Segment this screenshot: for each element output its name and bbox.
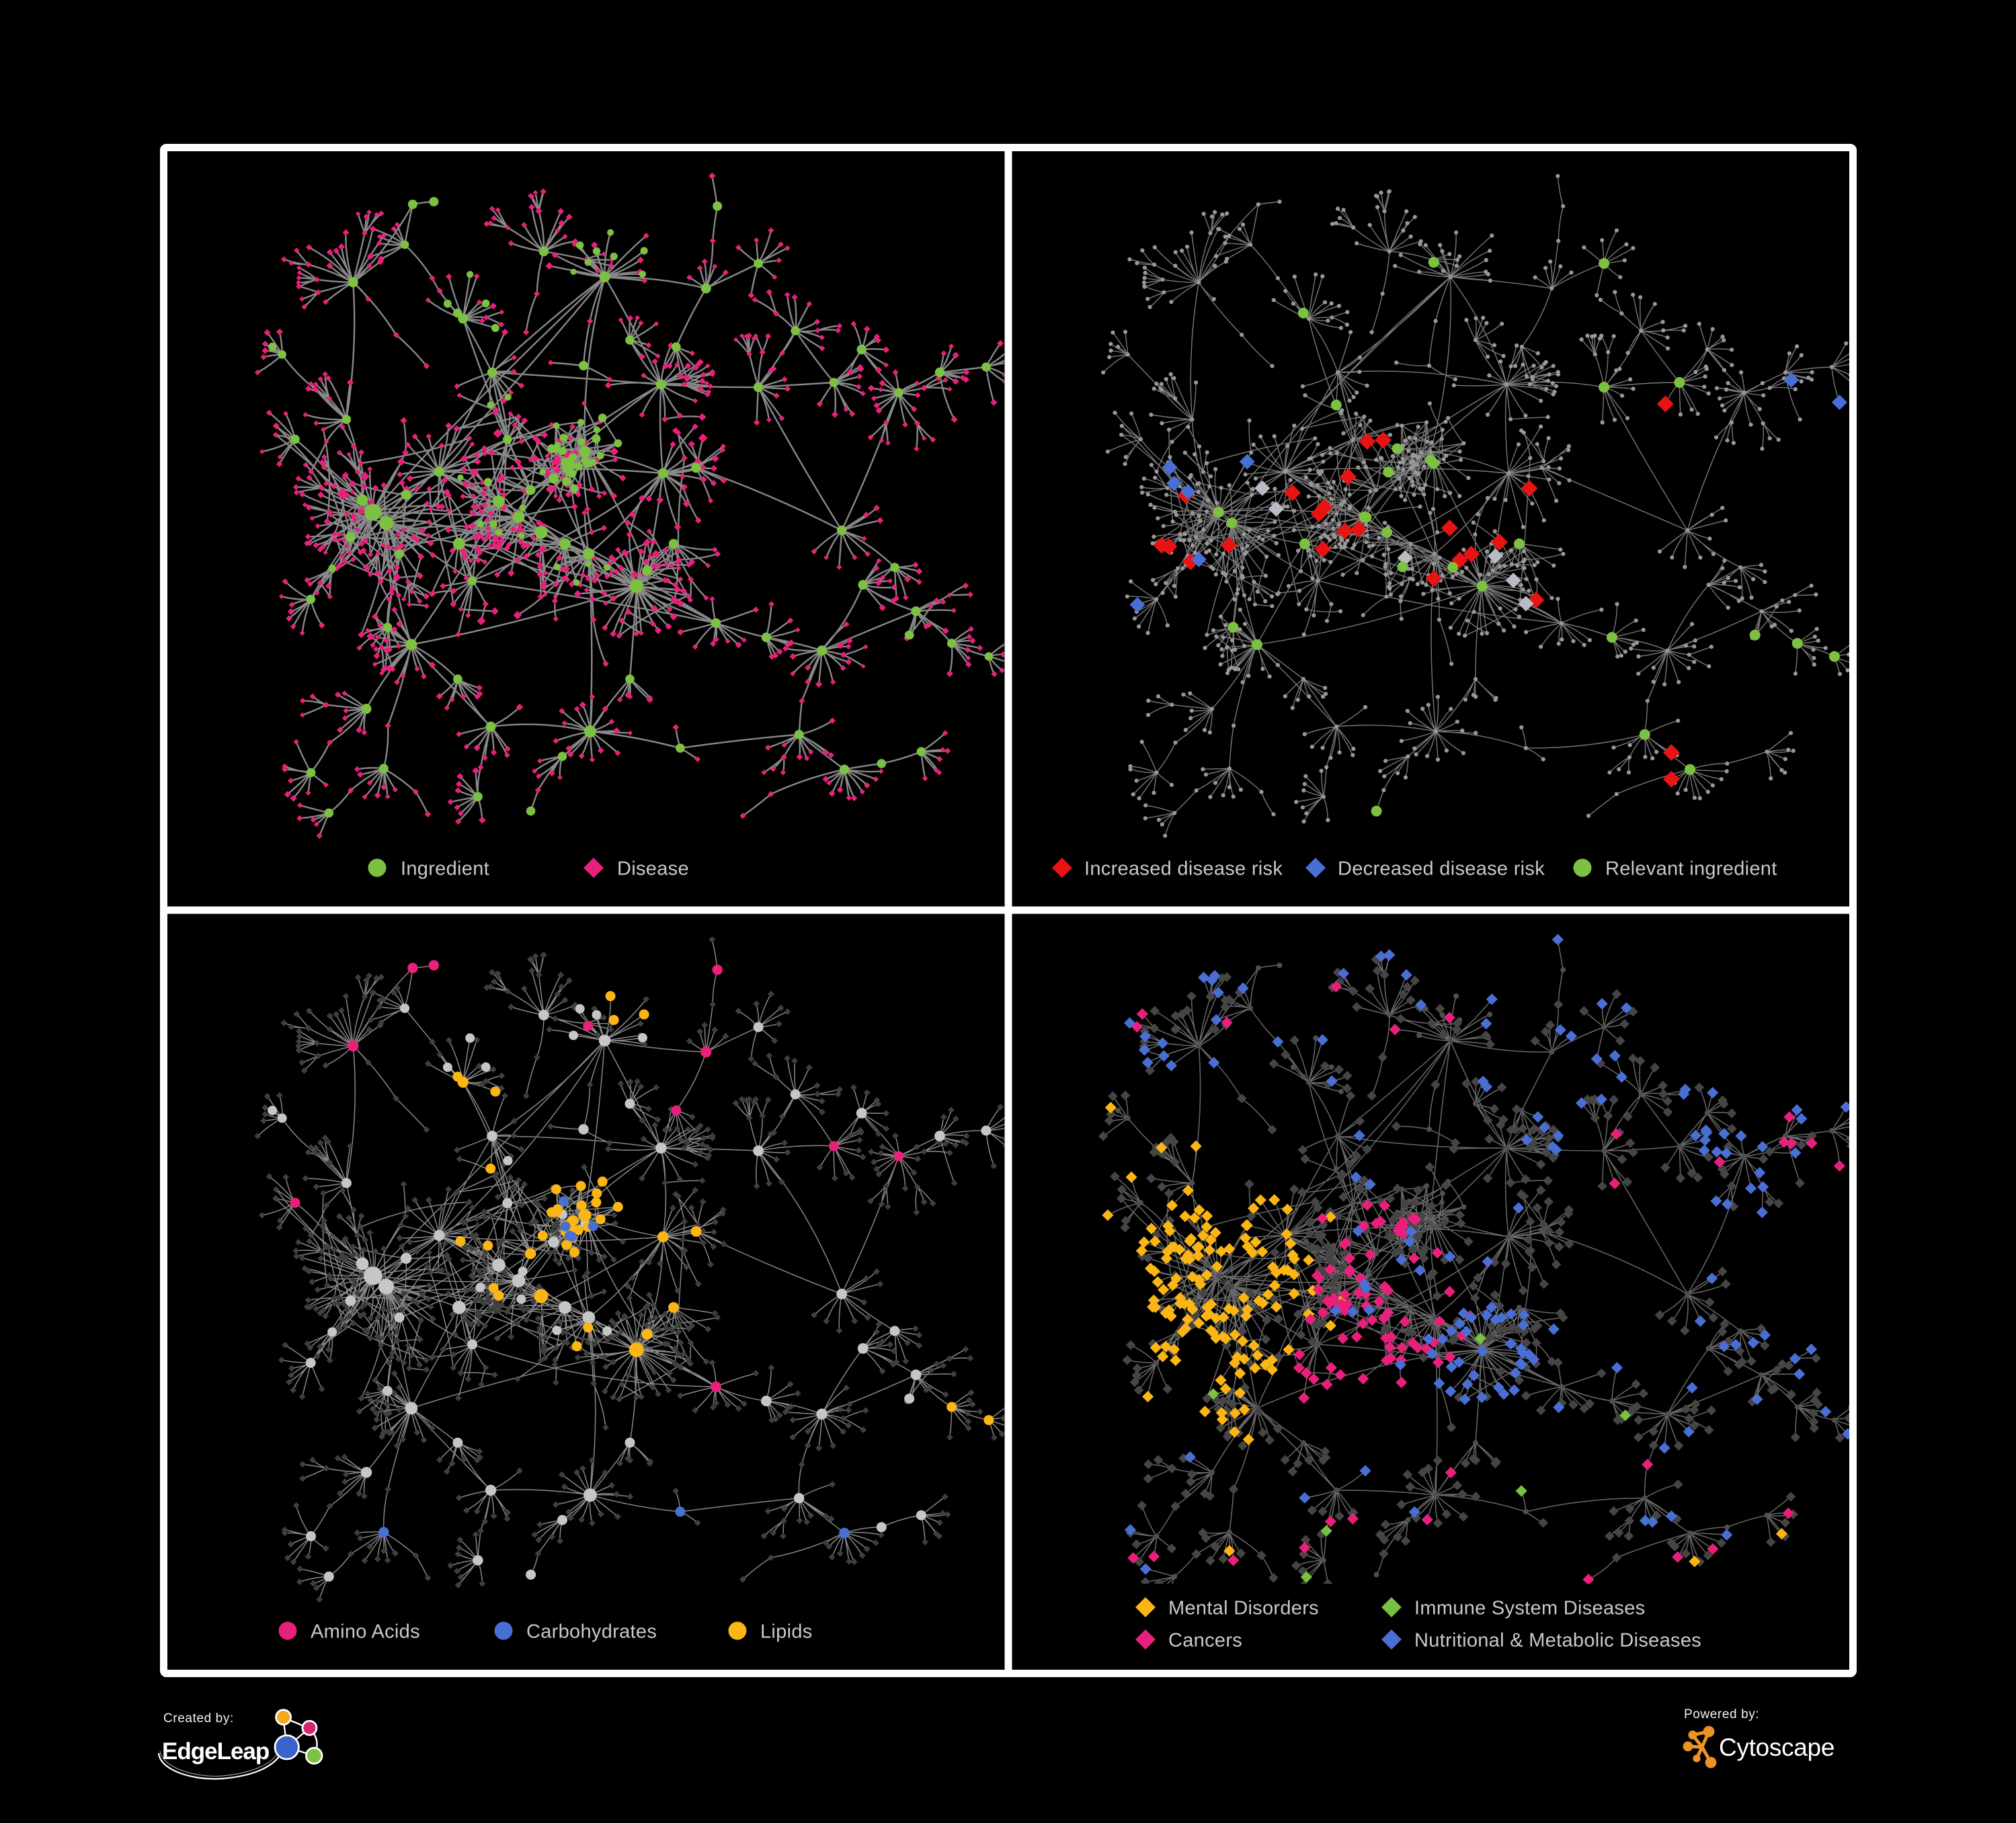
svg-text:Decreased disease risk: Decreased disease risk — [1338, 858, 1545, 879]
svg-text:Cancers: Cancers — [1168, 1629, 1242, 1651]
svg-text:Relevant ingredient: Relevant ingredient — [1605, 858, 1777, 879]
svg-text:Created by:: Created by: — [163, 1711, 234, 1726]
svg-text:Increased disease risk: Increased disease risk — [1084, 858, 1283, 879]
svg-text:Powered by:: Powered by: — [1684, 1707, 1759, 1721]
svg-text:Amino Acids: Amino Acids — [311, 1621, 420, 1642]
svg-text:Carbohydrates: Carbohydrates — [526, 1621, 657, 1642]
svg-text:Ingredient: Ingredient — [401, 858, 489, 879]
svg-text:Nutritional & Metabolic Diseas: Nutritional & Metabolic Diseases — [1414, 1629, 1701, 1651]
svg-text:Lipids: Lipids — [760, 1621, 813, 1642]
svg-text:Mental Disorders: Mental Disorders — [1168, 1597, 1319, 1619]
svg-text:Disease: Disease — [617, 858, 689, 879]
svg-text:Immune System Diseases: Immune System Diseases — [1414, 1597, 1645, 1619]
svg-text:Cytoscape: Cytoscape — [1719, 1734, 1834, 1761]
svg-text:EdgeLeap: EdgeLeap — [162, 1738, 269, 1765]
